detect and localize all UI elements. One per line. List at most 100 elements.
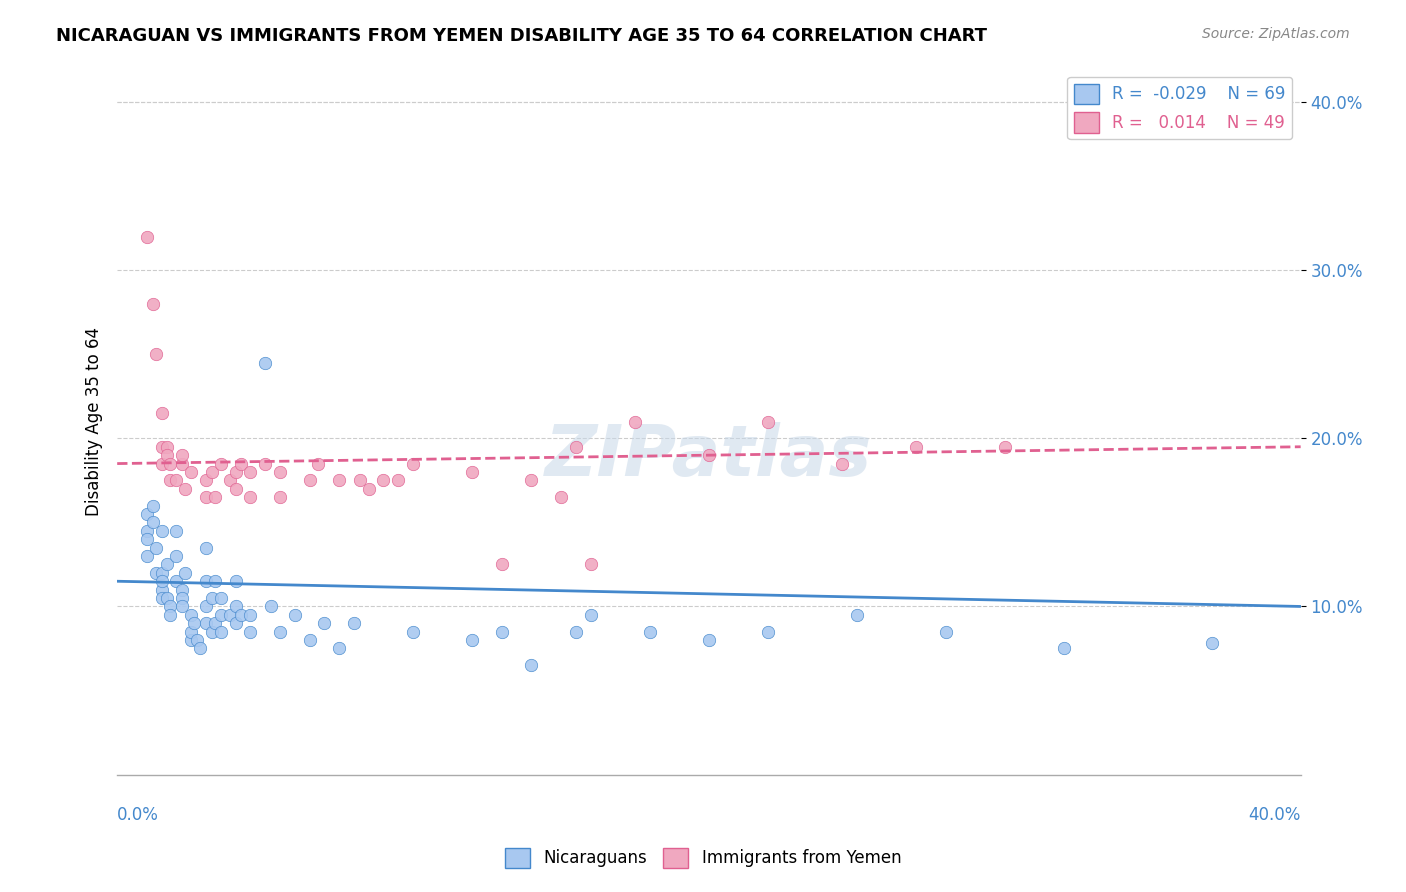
Point (135, 229, 157, 244)
Point (905, 440, 928, 454)
Y-axis label: Disability Age 35 to 64: Disability Age 35 to 64 (86, 327, 103, 516)
Point (461, 633, 484, 648)
Point (159, 474, 181, 488)
Point (180, 607, 202, 622)
Point (204, 490, 226, 504)
Point (142, 516, 165, 530)
Point (387, 474, 409, 488)
Point (150, 440, 173, 454)
Point (159, 607, 181, 622)
Point (194, 599, 217, 614)
Point (565, 624, 588, 639)
Point (145, 566, 167, 580)
Point (145, 347, 167, 361)
Point (150, 406, 173, 420)
Point (756, 415, 779, 429)
Point (172, 448, 194, 462)
Point (756, 624, 779, 639)
Point (461, 465, 484, 479)
Point (159, 457, 181, 471)
Point (180, 624, 202, 639)
Point (135, 549, 157, 563)
Point (298, 474, 321, 488)
Text: 40.0%: 40.0% (1249, 806, 1301, 824)
Point (156, 448, 179, 462)
Point (520, 658, 543, 673)
Point (150, 566, 173, 580)
Point (624, 415, 647, 429)
Point (328, 474, 350, 488)
Point (165, 549, 187, 563)
Point (697, 633, 720, 648)
Point (225, 616, 247, 631)
Point (135, 533, 157, 547)
Point (150, 524, 173, 538)
Point (186, 633, 208, 648)
Legend: R =  -0.029    N = 69, R =   0.014    N = 49: R = -0.029 N = 69, R = 0.014 N = 49 (1067, 77, 1292, 139)
Point (150, 457, 173, 471)
Point (697, 448, 720, 462)
Point (831, 457, 853, 471)
Point (201, 624, 224, 639)
Point (135, 507, 157, 521)
Point (174, 566, 197, 580)
Point (520, 474, 543, 488)
Point (145, 541, 167, 555)
Point (201, 591, 224, 605)
Point (298, 633, 321, 648)
Point (172, 582, 194, 597)
Point (491, 558, 513, 572)
Point (218, 607, 240, 622)
Point (150, 574, 173, 589)
Point (204, 616, 226, 631)
Point (172, 599, 194, 614)
Point (638, 624, 661, 639)
Point (579, 558, 602, 572)
Point (156, 440, 179, 454)
Point (209, 607, 232, 622)
Point (194, 541, 217, 555)
Point (565, 440, 588, 454)
Point (218, 474, 240, 488)
Point (180, 465, 202, 479)
Point (150, 582, 173, 597)
Point (314, 616, 336, 631)
Text: Source: ZipAtlas.com: Source: ZipAtlas.com (1202, 27, 1350, 41)
Point (142, 499, 165, 513)
Point (231, 607, 253, 622)
Point (491, 624, 513, 639)
Point (204, 574, 226, 589)
Text: NICARAGUAN VS IMMIGRANTS FROM YEMEN DISABILITY AGE 35 TO 64 CORRELATION CHART: NICARAGUAN VS IMMIGRANTS FROM YEMEN DISA… (56, 27, 987, 45)
Point (172, 457, 194, 471)
Point (194, 616, 217, 631)
Point (194, 474, 217, 488)
Point (165, 524, 187, 538)
Point (209, 457, 232, 471)
Point (225, 599, 247, 614)
Point (201, 465, 224, 479)
Point (231, 457, 253, 471)
Point (260, 599, 283, 614)
Point (357, 482, 380, 496)
Text: ZIPatlas: ZIPatlas (546, 422, 873, 491)
Point (165, 474, 187, 488)
Point (269, 465, 291, 479)
Point (254, 356, 277, 370)
Point (150, 591, 173, 605)
Point (194, 490, 217, 504)
Point (180, 633, 202, 648)
Point (142, 297, 165, 311)
Legend: Nicaraguans, Immigrants from Yemen: Nicaraguans, Immigrants from Yemen (498, 841, 908, 875)
Point (994, 440, 1017, 454)
Text: 0.0%: 0.0% (117, 806, 159, 824)
Point (254, 457, 277, 471)
Point (935, 624, 957, 639)
Point (183, 616, 205, 631)
Point (284, 607, 307, 622)
Point (402, 624, 425, 639)
Point (239, 624, 262, 639)
Point (239, 607, 262, 622)
Point (135, 524, 157, 538)
Point (845, 607, 868, 622)
Point (579, 607, 602, 622)
